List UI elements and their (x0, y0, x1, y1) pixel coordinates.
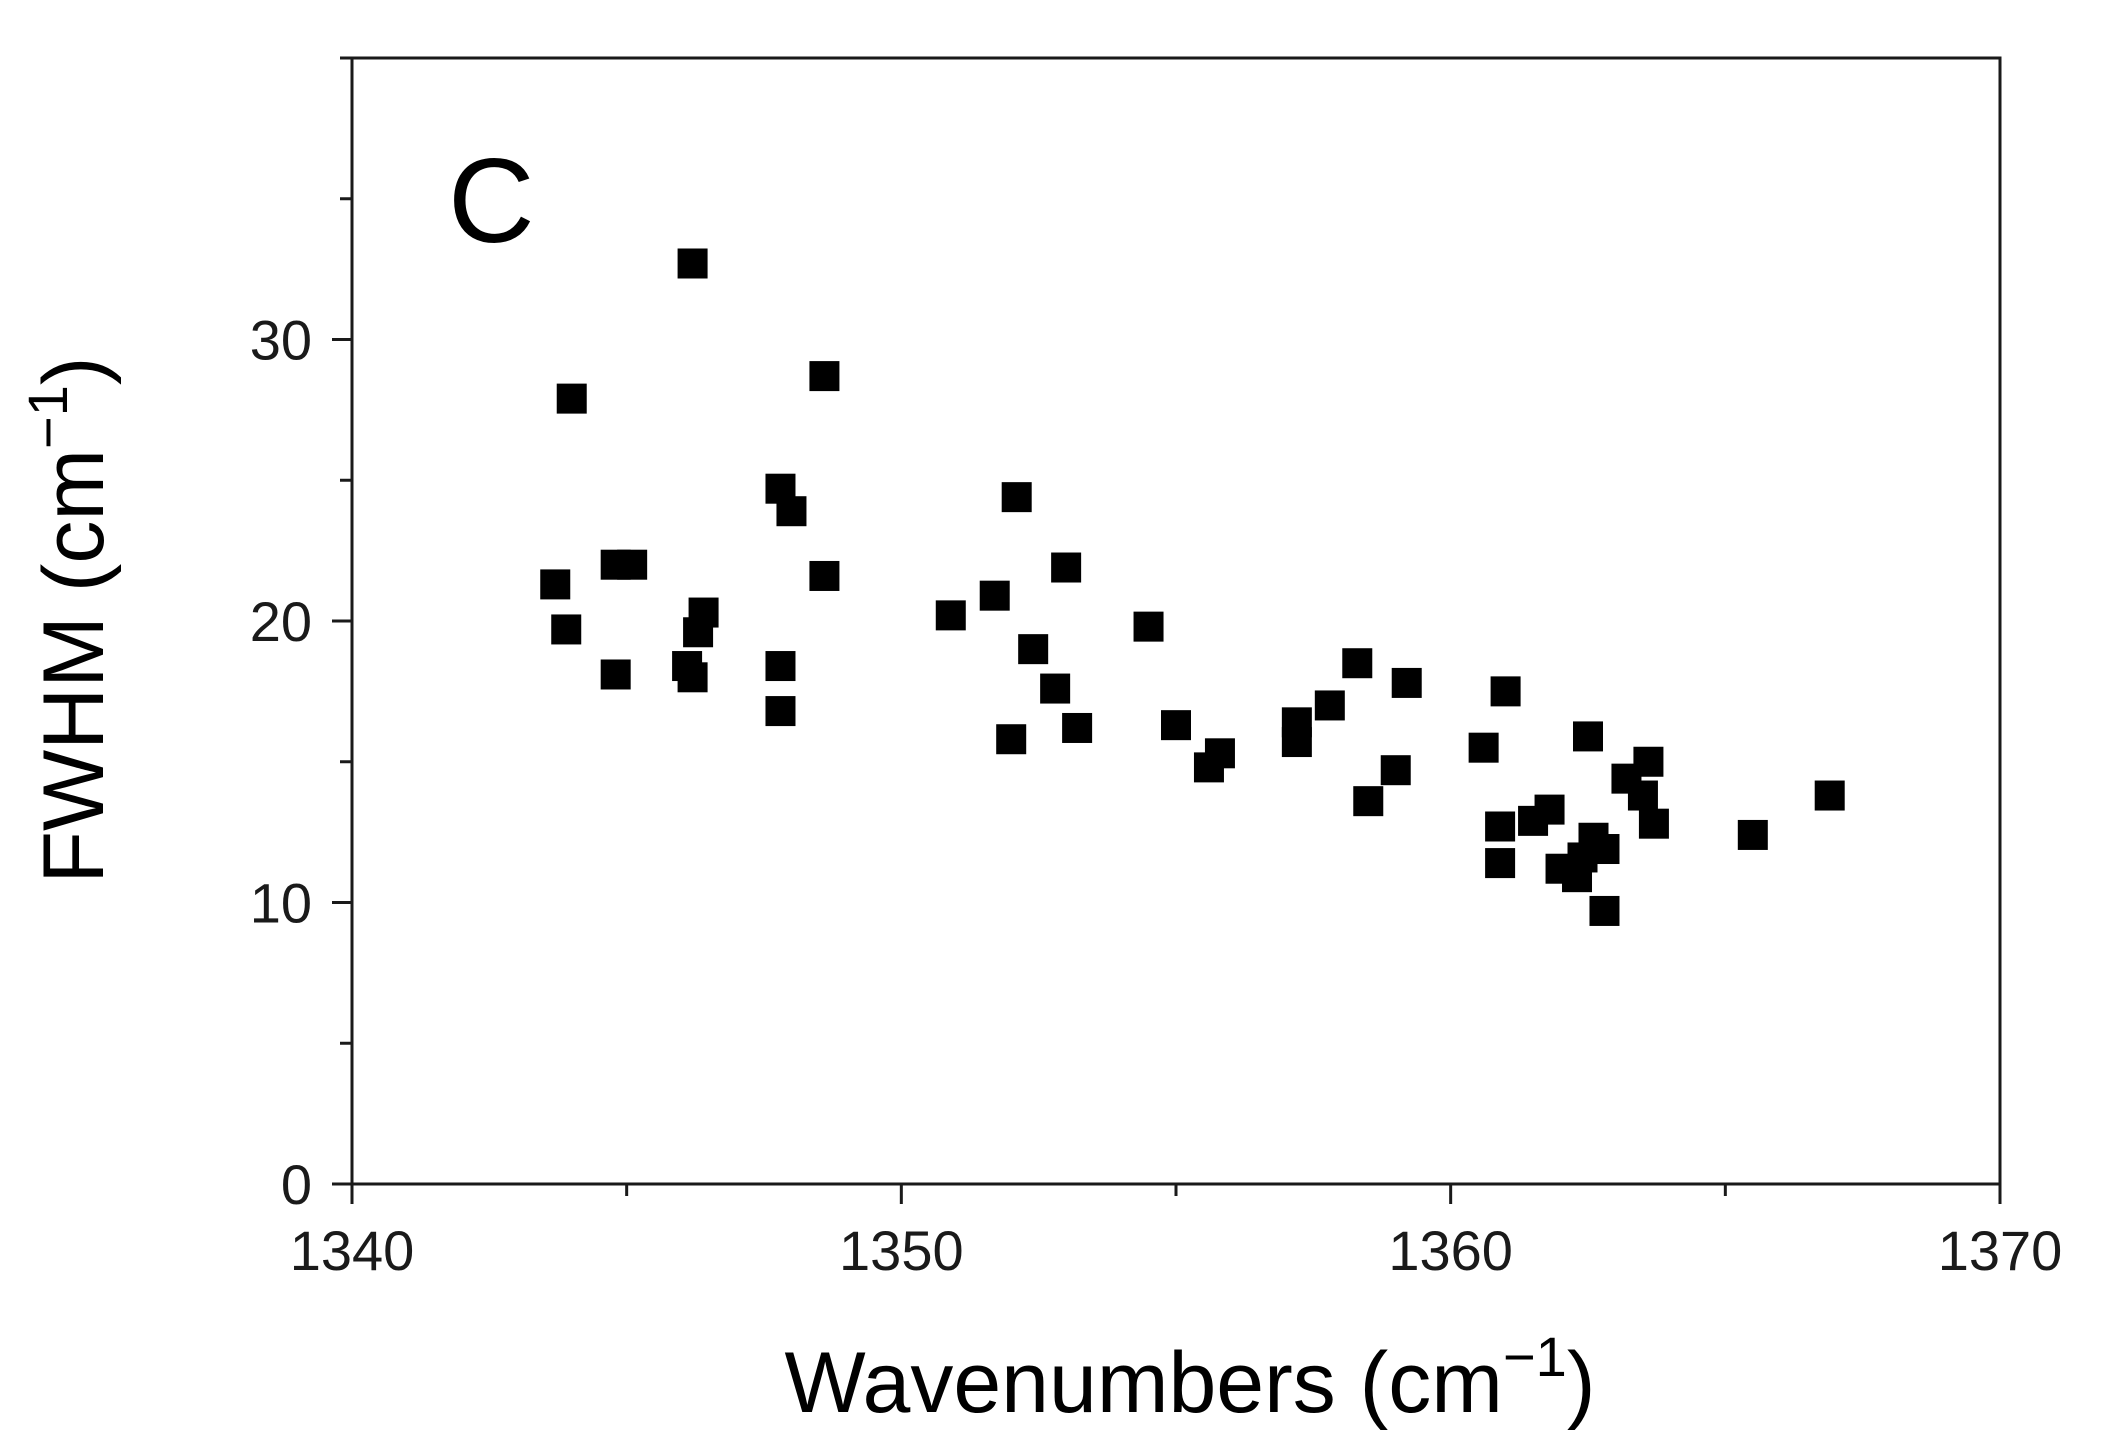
data-point (1737, 819, 1768, 850)
data-point (809, 560, 840, 591)
y-axis-title-close: ) (26, 356, 122, 385)
panel-label: C (448, 134, 535, 268)
data-point (617, 549, 648, 580)
data-point (551, 614, 582, 645)
data-point (979, 580, 1010, 611)
data-point (1633, 746, 1664, 777)
x-axis-title-close: ) (1567, 1335, 1596, 1431)
data-point (1040, 673, 1071, 704)
data-point (1062, 712, 1093, 743)
data-point (776, 496, 807, 527)
data-point (1380, 755, 1411, 786)
x-axis-title-exponent: −1 (1503, 1325, 1567, 1388)
data-point (677, 248, 708, 279)
y-tick-label: 0 (281, 1153, 312, 1216)
data-point (600, 659, 631, 690)
data-point (1490, 676, 1521, 707)
data-point (1342, 648, 1373, 679)
data-point (1534, 794, 1565, 825)
x-tick-label: 1360 (1388, 1219, 1513, 1282)
y-tick-label: 10 (250, 872, 312, 935)
data-point (1018, 634, 1049, 665)
data-point (1573, 721, 1603, 752)
data-point (1001, 482, 1032, 513)
data-point (1589, 834, 1620, 865)
x-tick-label: 1370 (1938, 1219, 2063, 1282)
data-point (1391, 667, 1422, 698)
data-point (1814, 780, 1845, 811)
data-point (683, 617, 714, 648)
y-tick-label: 20 (250, 590, 312, 653)
axis-ticks: 1340 1350 1360 1370 0 10 20 30 (250, 56, 2063, 1282)
y-axis-title-exponent: −1 (16, 385, 79, 449)
y-tick-label: 30 (250, 309, 312, 372)
data-point (996, 724, 1027, 755)
data-point (1281, 727, 1312, 758)
data-point (1485, 848, 1516, 879)
data-point (1353, 786, 1384, 817)
x-axis-title: Wavenumbers (cm−1) (785, 1325, 1596, 1431)
data-point (1314, 690, 1345, 721)
data-point (765, 696, 796, 727)
data-point (1161, 710, 1191, 741)
y-axis-title: FWHM (cm−1) (16, 356, 122, 883)
x-axis-title-text: Wavenumbers (cm (785, 1335, 1503, 1431)
data-point (765, 651, 796, 682)
data-point (1051, 552, 1082, 583)
x-tick-label: 1350 (839, 1219, 964, 1282)
data-point (540, 569, 571, 600)
data-point (935, 600, 966, 631)
data-point (1627, 780, 1658, 811)
data-point (1204, 738, 1235, 769)
data-point (1589, 895, 1620, 926)
data-point (1468, 732, 1499, 763)
data-point (556, 383, 587, 414)
y-axis-title-text: FWHM (cm (26, 449, 122, 884)
data-point (809, 361, 840, 392)
data-points (540, 248, 1845, 926)
x-tick-label: 1340 (290, 1219, 415, 1282)
data-point (1485, 811, 1516, 842)
data-point (1638, 808, 1669, 839)
data-point (1133, 611, 1164, 642)
plot-frame (350, 56, 2002, 1186)
data-point (677, 662, 708, 693)
